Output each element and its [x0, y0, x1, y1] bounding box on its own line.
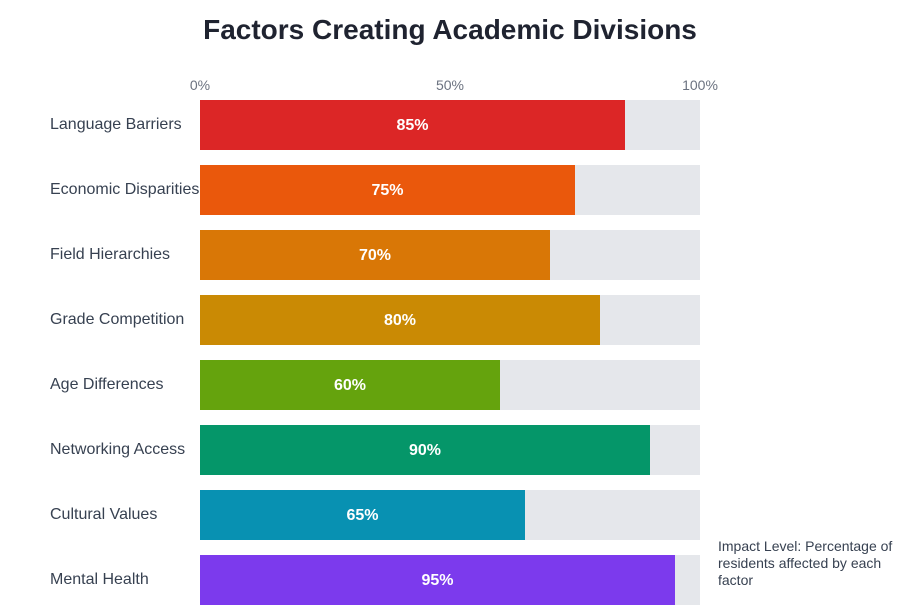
bar-track: 65% [200, 490, 700, 540]
bar-track: 85% [200, 100, 700, 150]
bar: 75% [200, 165, 575, 215]
bar-track: 80% [200, 295, 700, 345]
bar-row: Field Hierarchies 70% [0, 230, 900, 280]
bar-row: Grade Competition 80% [0, 295, 900, 345]
bar: 95% [200, 555, 675, 605]
bar: 60% [200, 360, 500, 410]
chart-note: Impact Level: Percentage of residents af… [718, 538, 893, 588]
bar: 70% [200, 230, 550, 280]
category-label: Grade Competition [50, 311, 185, 328]
bar-value-label: 70% [358, 247, 392, 264]
chart-title: Factors Creating Academic Divisions [203, 14, 697, 45]
x-tick-label: 0% [189, 77, 211, 93]
bar-value-label: 80% [383, 312, 417, 329]
category-label: Mental Health [50, 571, 149, 588]
category-label: Field Hierarchies [50, 246, 171, 263]
bar-row: Age Differences 60% [0, 360, 900, 410]
bar-value-label: 85% [396, 117, 429, 134]
bar-track: 95% [200, 555, 700, 605]
bar: 90% [200, 425, 650, 475]
bar-track: 60% [200, 360, 700, 410]
bar-value-label: 95% [421, 572, 454, 589]
bar-row: Language Barriers 85% [0, 100, 900, 150]
category-label: Language Barriers [50, 116, 182, 133]
bar-row: Networking Access 90% [0, 425, 900, 475]
bar-row: Cultural Values 65% [0, 490, 900, 540]
bar-row: Economic Disparities 75% [0, 165, 900, 215]
bar-value-label: 90% [408, 442, 442, 459]
category-label: Cultural Values [50, 506, 158, 523]
bar: 65% [200, 490, 525, 540]
x-tick-label: 50% [435, 77, 465, 93]
bar-value-label: 75% [371, 182, 404, 199]
bar-track: 70% [200, 230, 700, 280]
x-tick-label: 100% [682, 77, 718, 93]
category-label: Economic Disparities [50, 181, 200, 198]
bar-track: 75% [200, 165, 700, 215]
bar: 80% [200, 295, 600, 345]
bar-track: 90% [200, 425, 700, 475]
bar: 85% [200, 100, 625, 150]
bar-value-label: 60% [333, 377, 367, 394]
bar-row: Mental Health 95% [0, 555, 900, 605]
bar-value-label: 65% [346, 507, 379, 524]
category-label: Age Differences [50, 376, 164, 393]
category-label: Networking Access [50, 441, 186, 458]
